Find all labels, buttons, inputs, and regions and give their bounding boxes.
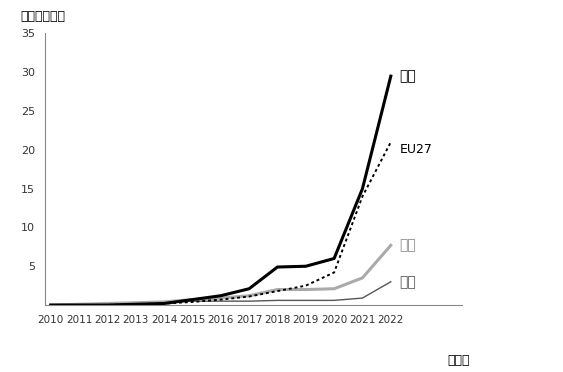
Text: 日本: 日本 — [399, 275, 416, 289]
Text: 中国: 中国 — [399, 69, 416, 83]
Text: （份额，％）: （份额，％） — [20, 10, 65, 23]
Text: （年）: （年） — [448, 354, 470, 367]
Text: 美国: 美国 — [399, 238, 416, 252]
Text: EU27: EU27 — [399, 143, 432, 156]
